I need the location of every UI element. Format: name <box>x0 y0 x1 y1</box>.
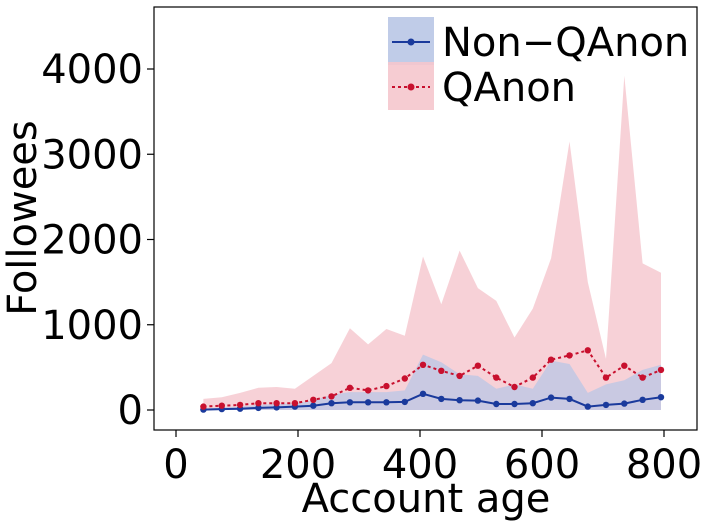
non-qanon-point <box>255 404 262 412</box>
non-qanon-point <box>493 400 500 408</box>
qanon-point <box>456 372 463 380</box>
y-axis-title: Followees <box>0 120 46 316</box>
non-qanon-point <box>602 401 610 409</box>
x-tick-label: 800 <box>626 442 702 488</box>
qanon-point <box>511 383 518 391</box>
y-tick-label: 2000 <box>41 218 143 264</box>
qanon-point <box>273 400 280 407</box>
non-qanon-band <box>203 354 661 410</box>
non-qanon-point <box>310 402 317 409</box>
x-tick-label: 200 <box>260 442 336 488</box>
x-tick-label: 600 <box>504 442 580 488</box>
y-tick-label: 0 <box>118 388 143 434</box>
qanon-point <box>621 362 628 369</box>
qanon-point <box>419 361 427 368</box>
qanon-point <box>200 403 207 410</box>
qanon-point <box>438 367 445 374</box>
qanon-point <box>547 356 555 363</box>
qanon-point <box>383 382 390 390</box>
x-axis: 0 200 400 600 800 <box>163 430 702 488</box>
qanon-point <box>364 387 372 394</box>
y-tick-label: 3000 <box>41 132 143 178</box>
non-qanon-point <box>383 399 390 406</box>
qanon-legend-label: QAnon <box>442 65 576 111</box>
qanon-point <box>657 366 665 374</box>
qanon-legend-marker <box>407 83 415 91</box>
qanon-point <box>566 352 573 359</box>
non-qanon-point <box>456 397 463 404</box>
x-tick-label: 400 <box>382 442 458 488</box>
x-axis-title: Account age <box>302 476 551 522</box>
non-qanon-point <box>547 394 555 401</box>
non-qanon-point <box>364 399 372 406</box>
non-qanon-point <box>566 395 573 403</box>
non-qanon-point <box>438 395 445 403</box>
non-qanon-legend-marker <box>407 38 415 46</box>
series-points <box>200 347 665 413</box>
qanon-point <box>346 384 354 391</box>
non-qanon-point <box>401 398 408 406</box>
qanon-point <box>474 362 482 369</box>
qanon-point <box>255 400 262 407</box>
non-qanon-point <box>657 394 665 401</box>
non-qanon-legend-label: Non−QAnon <box>442 20 689 66</box>
qanon-point <box>401 375 408 382</box>
non-qanon-point <box>511 400 518 408</box>
x-tick-label: 0 <box>163 442 188 488</box>
non-qanon-point <box>529 400 536 407</box>
qanon-point <box>493 374 500 381</box>
non-qanon-point <box>639 396 646 403</box>
confidence-bands <box>203 75 661 411</box>
y-axis: 0 1000 2000 3000 4000 <box>41 47 154 434</box>
non-qanon-point <box>346 399 354 406</box>
qanon-point <box>602 374 610 381</box>
non-qanon-point <box>584 403 591 410</box>
qanon-point <box>328 393 335 400</box>
qanon-point <box>236 401 244 409</box>
qanon-band <box>203 75 661 411</box>
plot-frame <box>153 6 698 431</box>
qanon-point <box>291 400 299 407</box>
non-qanon-point <box>328 400 335 407</box>
y-tick-label: 4000 <box>41 47 143 93</box>
y-tick-label: 1000 <box>41 303 143 349</box>
qanon-point <box>310 396 317 403</box>
qanon-point <box>529 374 536 381</box>
non-qanon-point <box>621 400 628 407</box>
qanon-point <box>639 374 646 381</box>
non-qanon-point <box>474 397 482 404</box>
non-qanon-point <box>419 390 427 397</box>
qanon-point <box>218 402 225 409</box>
qanon-point <box>584 347 591 354</box>
